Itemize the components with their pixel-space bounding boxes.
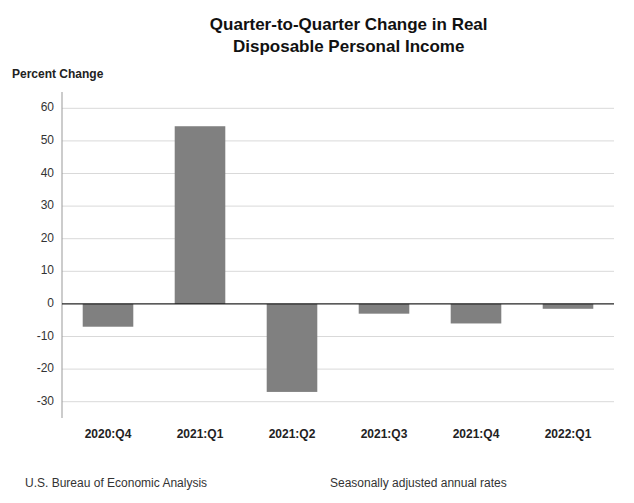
- x-tick-label: 2021:Q3: [361, 427, 408, 441]
- grid-line: [62, 401, 614, 402]
- y-tick-label: 60: [41, 100, 55, 114]
- bars: [83, 126, 594, 392]
- footer-note: Seasonally adjusted annual rates: [330, 476, 507, 490]
- x-tick-label: 2020:Q4: [85, 427, 132, 441]
- bar: [543, 304, 594, 309]
- y-tick-label: -20: [37, 361, 55, 375]
- title-line: Quarter-to-Quarter Change in Real: [210, 15, 488, 34]
- bar: [83, 304, 134, 327]
- y-grid: [62, 108, 614, 401]
- x-tick-label: 2022:Q1: [545, 427, 592, 441]
- y-tick-label: 50: [41, 133, 55, 147]
- bar: [359, 304, 410, 314]
- x-tick-label: 2021:Q4: [453, 427, 500, 441]
- title-line: Disposable Personal Income: [233, 37, 464, 56]
- bar: [267, 304, 318, 392]
- bar: [451, 304, 502, 324]
- y-tick-label: 30: [41, 198, 55, 212]
- zero-line: [62, 303, 614, 304]
- chart-container: -30 -20 -10 0 10 20 30 40 50 60 2020:Q4 2021:Q1 2021…: [0, 0, 634, 503]
- y-axis-label: Percent Change: [12, 67, 104, 81]
- chart-svg: -30 -20 -10 0 10 20 30 40 50 60 2020:Q4 2021:Q1 2021…: [0, 0, 634, 503]
- grid-line: [62, 140, 614, 141]
- y-tick-label: -10: [37, 329, 55, 343]
- grid-line: [62, 108, 614, 109]
- x-tick-label: 2021:Q1: [177, 427, 224, 441]
- grid-line: [62, 173, 614, 174]
- y-tick-label: 20: [41, 231, 55, 245]
- y-tick-label: 40: [41, 166, 55, 180]
- grid-line: [62, 336, 614, 337]
- grid-line: [62, 238, 614, 239]
- y-tick-label: 0: [47, 296, 54, 310]
- bar: [175, 126, 226, 304]
- grid-line: [62, 271, 614, 272]
- grid-line: [62, 303, 614, 304]
- grid-line: [62, 369, 614, 370]
- x-tick-labels: 2020:Q4 2021:Q1 2021:Q2 2021:Q3 2021:Q4 2022:…: [85, 427, 592, 441]
- y-tick-labels: -30 -20 -10 0 10 20 30 40 50 60: [37, 100, 55, 407]
- x-tick-label: 2021:Q2: [269, 427, 316, 441]
- title: Quarter-to-Quarter Change in Real Disposa…: [210, 15, 488, 56]
- background: [0, 0, 634, 503]
- y-axis-line: [62, 92, 63, 418]
- grid-line: [62, 206, 614, 207]
- y-tick-label: -30: [37, 394, 55, 408]
- y-tick-label: 10: [41, 263, 55, 277]
- footer-note: U.S. Bureau of Economic Analysis: [25, 476, 207, 490]
